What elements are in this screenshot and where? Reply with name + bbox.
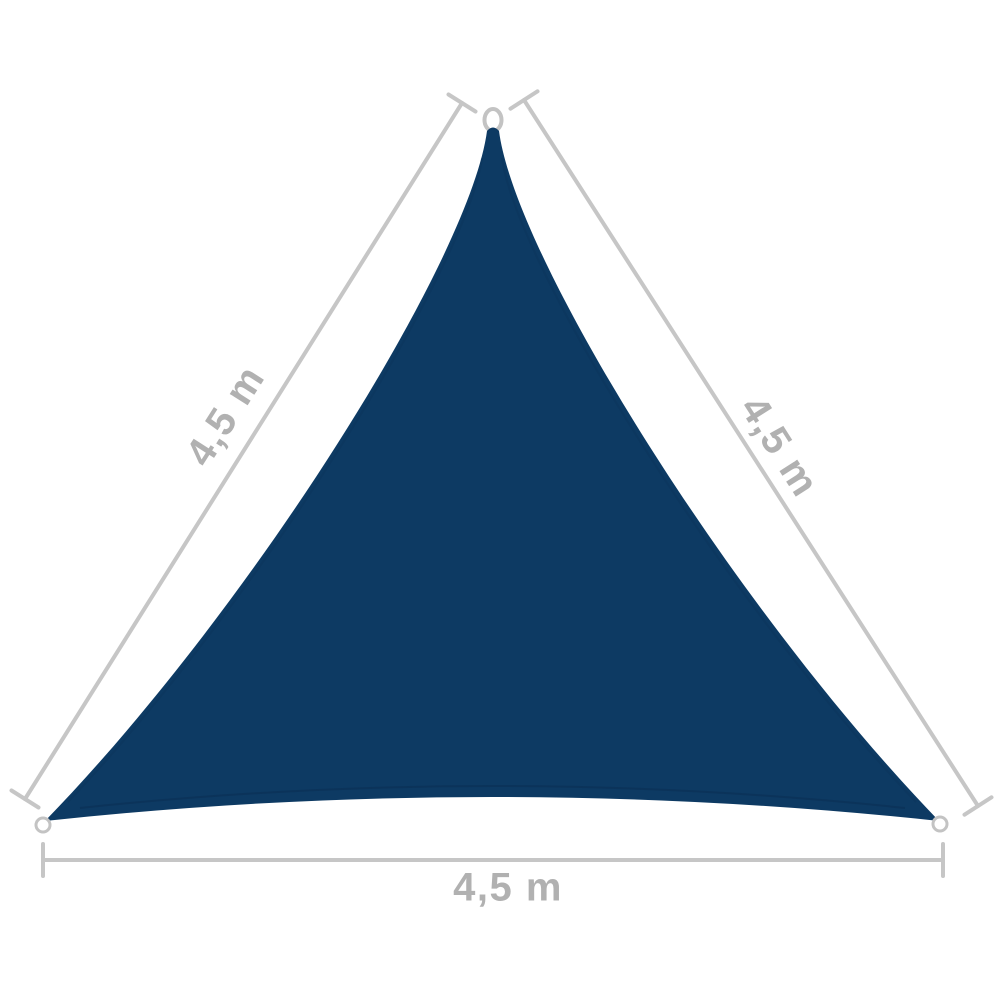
left-dimension-line <box>9 92 478 810</box>
bottom-hem-seam <box>79 785 906 809</box>
bottom-right-ring-icon <box>931 815 949 833</box>
right-dimension-line <box>508 89 994 817</box>
left-hem-seam <box>67 157 483 803</box>
dimension-label-bottom: 4,5 m <box>453 865 563 910</box>
right-hem-seam <box>501 157 917 803</box>
bottom-dimension-line <box>41 842 945 878</box>
shade-sail-shape <box>45 127 939 821</box>
bottom-left-ring-icon <box>34 816 52 834</box>
